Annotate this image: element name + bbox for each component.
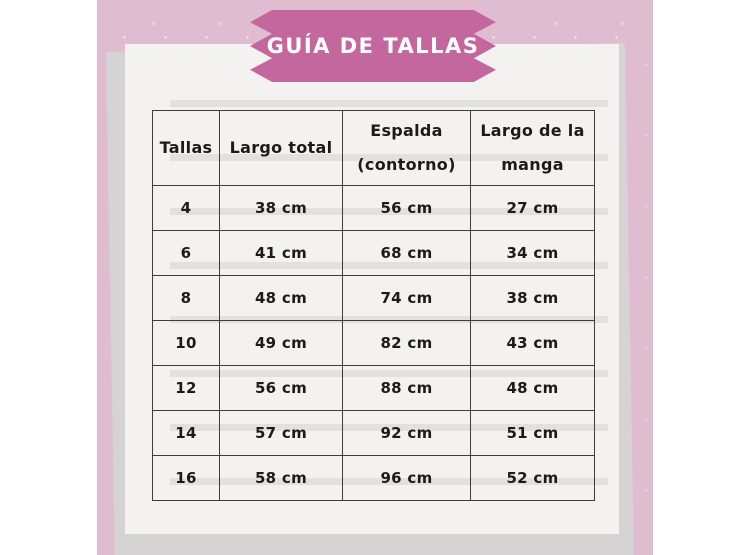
- cell-size: 10: [152, 320, 220, 366]
- table-row-size-4: 4 38 cm 56 cm 27 cm: [152, 185, 595, 231]
- cell-size: 16: [152, 455, 220, 501]
- cell-largo-manga: 48 cm: [470, 365, 595, 411]
- cell-largo-total: 49 cm: [219, 320, 343, 366]
- cell-largo-total: 48 cm: [219, 275, 343, 321]
- table-row-size-10: 10 49 cm 82 cm 43 cm: [152, 320, 595, 366]
- cell-largo-total: 41 cm: [219, 230, 343, 276]
- cell-largo-manga: 51 cm: [470, 410, 595, 456]
- cell-largo-manga: 27 cm: [470, 185, 595, 231]
- cell-size: 6: [152, 230, 220, 276]
- cell-espalda: 88 cm: [342, 365, 471, 411]
- cell-espalda: 96 cm: [342, 455, 471, 501]
- column-header-largo-total: Largo total: [219, 110, 343, 186]
- cell-size: 12: [152, 365, 220, 411]
- cell-largo-total: 56 cm: [219, 365, 343, 411]
- cell-size: 8: [152, 275, 220, 321]
- cell-largo-total: 58 cm: [219, 455, 343, 501]
- header-row: Tallas Largo total Espalda (contorno) La…: [152, 110, 595, 186]
- cell-espalda: 68 cm: [342, 230, 471, 276]
- cell-largo-manga: 43 cm: [470, 320, 595, 366]
- cell-largo-manga: 52 cm: [470, 455, 595, 501]
- cell-espalda: 56 cm: [342, 185, 471, 231]
- cell-size: 4: [152, 185, 220, 231]
- page-title: GUÍA DE TALLAS: [266, 34, 480, 58]
- table-row-size-6: 6 41 cm 68 cm 34 cm: [152, 230, 595, 276]
- cell-espalda: 74 cm: [342, 275, 471, 321]
- table-row-size-12: 12 56 cm 88 cm 48 cm: [152, 365, 595, 411]
- cell-espalda: 92 cm: [342, 410, 471, 456]
- column-header-tallas: Tallas: [152, 110, 220, 186]
- table-row-size-8: 8 48 cm 74 cm 38 cm: [152, 275, 595, 321]
- cell-largo-manga: 38 cm: [470, 275, 595, 321]
- column-header-largo-manga: Largo de la manga: [470, 110, 595, 186]
- title-ribbon: GUÍA DE TALLAS: [250, 10, 496, 82]
- cell-largo-total: 38 cm: [219, 185, 343, 231]
- column-header-espalda: Espalda (contorno): [342, 110, 471, 186]
- cell-largo-total: 57 cm: [219, 410, 343, 456]
- cell-size: 14: [152, 410, 220, 456]
- table-row-size-16: 16 58 cm 96 cm 52 cm: [152, 455, 595, 501]
- cell-espalda: 82 cm: [342, 320, 471, 366]
- table-row-size-14: 14 57 cm 92 cm 51 cm: [152, 410, 595, 456]
- size-table: Tallas Largo total Espalda (contorno) La…: [152, 110, 595, 501]
- cell-largo-manga: 34 cm: [470, 230, 595, 276]
